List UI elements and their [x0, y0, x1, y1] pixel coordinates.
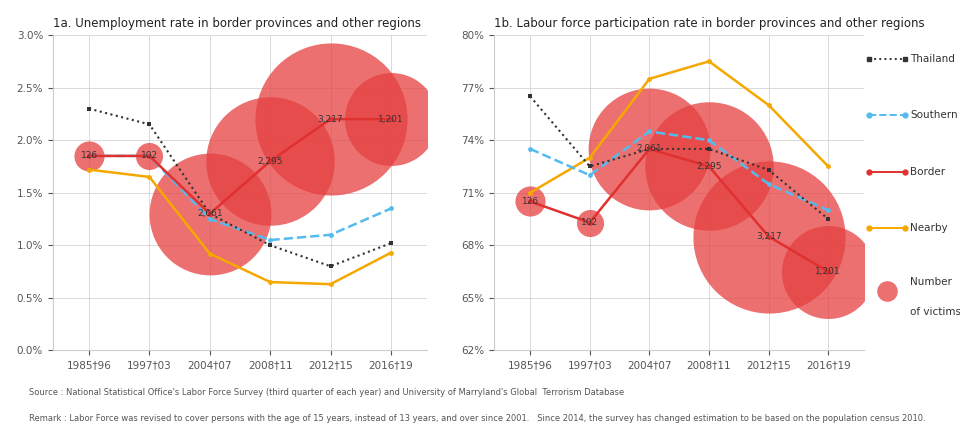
Text: 2,061: 2,061 — [636, 145, 662, 153]
Text: 1,201: 1,201 — [378, 115, 404, 124]
Point — [641, 145, 657, 152]
Point — [323, 116, 338, 123]
Text: 126: 126 — [81, 152, 98, 160]
Point — [761, 233, 777, 240]
Text: 2,295: 2,295 — [696, 162, 722, 171]
Point — [522, 198, 538, 205]
Text: 3,217: 3,217 — [756, 232, 781, 241]
Text: of victims: of victims — [910, 307, 960, 317]
Point — [702, 163, 717, 170]
Point — [82, 152, 97, 159]
Text: Border: Border — [910, 167, 946, 177]
Point — [383, 116, 398, 123]
Point — [582, 219, 597, 226]
Text: Remark : Labor Force was revised to cover persons with the age of 15 years, inst: Remark : Labor Force was revised to cove… — [29, 414, 925, 423]
Point — [203, 210, 218, 217]
Text: 126: 126 — [521, 197, 539, 206]
Text: 2,061: 2,061 — [197, 209, 223, 218]
Point — [142, 152, 157, 159]
Point — [262, 158, 277, 165]
Text: 1,201: 1,201 — [815, 267, 841, 276]
Text: 102: 102 — [141, 152, 158, 160]
Text: 1b. Labour force participation rate in border provinces and other regions: 1b. Labour force participation rate in b… — [494, 17, 925, 30]
Text: Source : National Statistical Office's Labor Force Survey (third quarter of each: Source : National Statistical Office's L… — [29, 388, 624, 397]
Text: Nearby: Nearby — [910, 223, 948, 233]
Text: 102: 102 — [581, 218, 598, 227]
Text: Thailand: Thailand — [910, 54, 955, 64]
Text: 2,295: 2,295 — [257, 157, 283, 166]
Text: 1a. Unemployment rate in border provinces and other regions: 1a. Unemployment rate in border province… — [53, 17, 420, 30]
Point — [821, 268, 836, 275]
Text: 3,217: 3,217 — [318, 115, 344, 124]
Text: Number: Number — [910, 277, 952, 287]
Text: Southern: Southern — [910, 110, 958, 120]
